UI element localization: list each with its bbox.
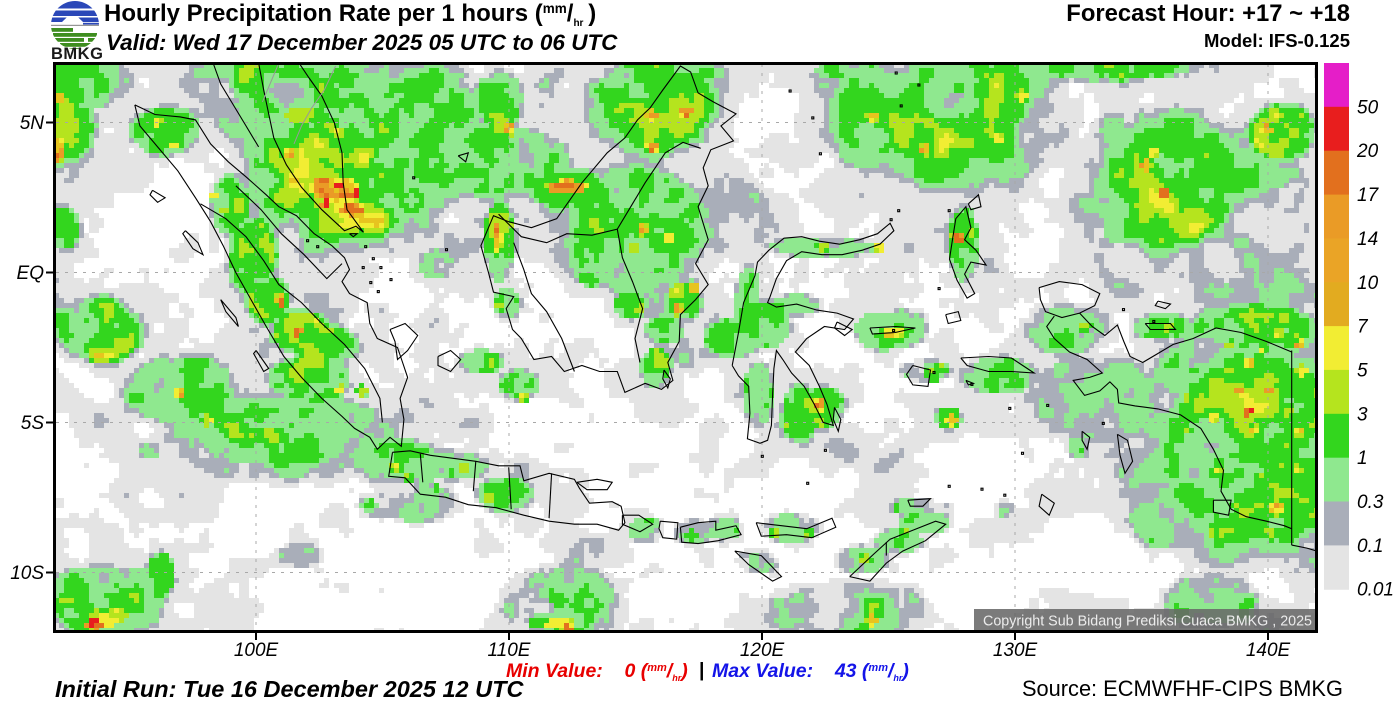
svg-text:BMKG: BMKG	[51, 45, 103, 63]
svg-text:Hourly Precipitation Rate per: Hourly Precipitation Rate per 1 hours (m…	[104, 0, 596, 29]
svg-text:0.3: 0.3	[1357, 492, 1384, 513]
svg-text:10S: 10S	[10, 563, 44, 584]
svg-text:17: 17	[1357, 185, 1380, 206]
svg-text:7: 7	[1357, 317, 1369, 338]
svg-text:5S: 5S	[21, 413, 45, 434]
svg-text:5N: 5N	[20, 113, 45, 134]
svg-text:Model: IFS-0.125: Model: IFS-0.125	[1204, 30, 1350, 51]
svg-text:Copyright Sub Bidang Prediksi: Copyright Sub Bidang Prediksi Cuaca BMKG…	[983, 614, 1312, 630]
svg-text:1: 1	[1357, 448, 1368, 469]
svg-text:50: 50	[1357, 97, 1379, 118]
svg-text:14: 14	[1357, 229, 1378, 250]
svg-text:20: 20	[1356, 141, 1379, 162]
svg-text:Forecast Hour: +17 ~ +18: Forecast Hour: +17 ~ +18	[1066, 0, 1350, 27]
svg-text:140E: 140E	[1246, 640, 1291, 661]
svg-text:Source: ECMWFHF-CIPS BMKG: Source: ECMWFHF-CIPS BMKG	[1022, 676, 1343, 701]
svg-text:0.01: 0.01	[1357, 580, 1394, 601]
svg-text:Max Value: 43 (mm/hr): Max Value: 43 (mm/hr)	[712, 660, 909, 683]
svg-text:120E: 120E	[740, 640, 785, 661]
svg-text:Valid: Wed 17 December 2025 05: Valid: Wed 17 December 2025 05 UTC to 06…	[106, 30, 618, 55]
svg-text:0.1: 0.1	[1357, 536, 1383, 557]
svg-text:130E: 130E	[993, 640, 1038, 661]
svg-text:10: 10	[1357, 273, 1379, 294]
svg-text:100E: 100E	[234, 640, 279, 661]
svg-text:Min Value: 0 (mm/hr): Min Value: 0 (mm/hr)	[506, 660, 688, 683]
svg-text:110E: 110E	[488, 640, 531, 661]
svg-text:Initial Run: Tue 16 December 2: Initial Run: Tue 16 December 2025 12 UTC	[55, 676, 524, 702]
svg-text:3: 3	[1357, 404, 1368, 425]
svg-text:5: 5	[1357, 360, 1368, 381]
svg-text:EQ: EQ	[17, 263, 45, 284]
svg-text:|: |	[699, 659, 704, 681]
